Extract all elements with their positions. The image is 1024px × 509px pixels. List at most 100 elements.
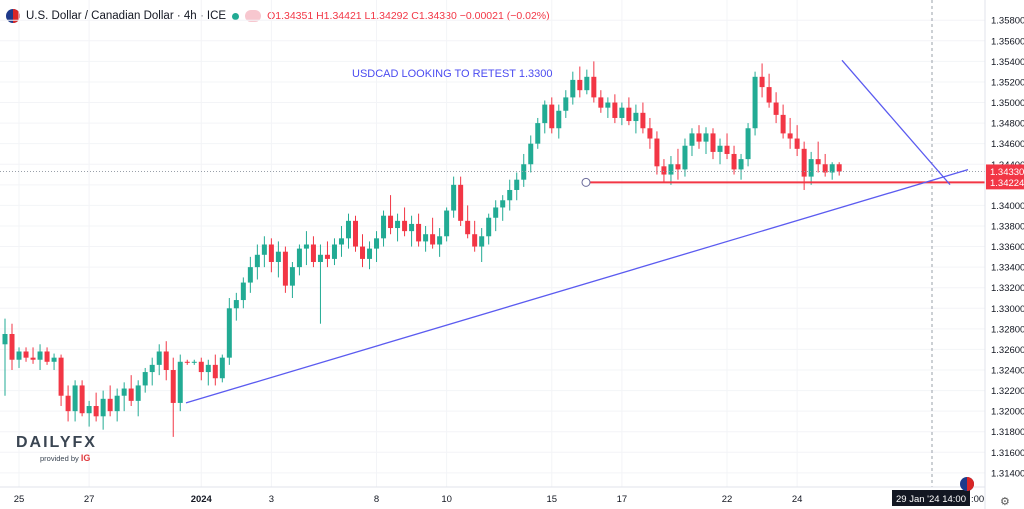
candle-body — [16, 351, 22, 360]
candle-body — [626, 107, 632, 122]
candle-body — [780, 114, 786, 134]
x-tick-label: 25 — [14, 494, 25, 505]
candle-body — [289, 267, 295, 286]
candle-body — [437, 236, 443, 245]
candle-body — [556, 110, 562, 129]
us-flag-icon — [6, 9, 20, 23]
y-tick-label: 1.33400 — [991, 263, 1024, 274]
candle-body — [444, 210, 450, 237]
y-tick-label: 1.31800 — [991, 427, 1024, 438]
candle-body — [423, 234, 429, 242]
x-tick-label: 2024 — [191, 494, 213, 505]
x-tick-label: 22 — [722, 494, 733, 505]
candle-body — [30, 357, 36, 360]
logo-main: DAILYFX — [16, 434, 97, 451]
candle-body — [514, 179, 520, 190]
price-label-box — [986, 164, 1024, 179]
candle-body — [465, 220, 471, 235]
price-label-text: 1.34224 — [990, 178, 1024, 189]
x-tick-label: 17 — [617, 494, 628, 505]
falling-trendline — [841, 59, 951, 186]
candle-body — [836, 164, 842, 172]
symbol-title[interactable]: U.S. Dollar / Canadian Dollar · 4h · ICE — [26, 10, 227, 22]
candle-body — [458, 184, 464, 221]
candle-body — [563, 97, 569, 111]
candle-body — [51, 357, 57, 362]
chart-annotation: USDCAD LOOKING TO RETEST 1.3300 — [352, 68, 553, 80]
candle-body — [710, 133, 716, 152]
candle-body — [9, 334, 15, 360]
candle-body — [163, 351, 169, 371]
candle-body — [212, 364, 218, 379]
candle-body — [731, 153, 737, 170]
candle-body — [191, 361, 197, 363]
candle-body — [689, 133, 695, 146]
x-tick-label: 8 — [374, 494, 379, 505]
candle-body — [815, 159, 821, 165]
candle-body — [584, 76, 590, 91]
candle-body — [86, 406, 92, 414]
toggle-icon[interactable] — [245, 10, 262, 22]
chart-header: U.S. Dollar / Canadian Dollar · 4h · ICE… — [6, 6, 550, 26]
y-tick-label: 1.33800 — [991, 221, 1024, 232]
y-tick-label: 1.32800 — [991, 324, 1024, 335]
candle-body — [247, 267, 253, 283]
candle-body — [752, 76, 758, 129]
candle-body — [619, 107, 625, 118]
candle-body — [149, 364, 155, 373]
candle-body — [177, 361, 183, 403]
candle-body — [647, 128, 653, 139]
candle-body — [233, 300, 239, 309]
market-status-icon — [232, 12, 240, 20]
candle-body — [612, 102, 618, 118]
candle-body — [156, 351, 162, 365]
y-tick-label: 1.32400 — [991, 366, 1024, 377]
candle-body — [142, 372, 148, 386]
candle-body — [353, 220, 358, 247]
y-tick-label: 1.33000 — [991, 304, 1024, 315]
candle-body — [402, 220, 408, 232]
candle-body — [521, 164, 527, 180]
candle-body — [72, 385, 78, 412]
candle-body — [58, 357, 64, 396]
candle-body — [303, 244, 309, 249]
candle-body — [275, 251, 281, 262]
candle-body — [205, 364, 211, 373]
gear-icon[interactable]: ⚙ — [1000, 496, 1010, 508]
candle-body — [801, 148, 807, 177]
candle-body — [724, 145, 730, 154]
candle-body — [542, 104, 548, 124]
x-tick-label: 24 — [792, 494, 803, 505]
y-tick-label: 1.34600 — [991, 139, 1024, 150]
y-tick-label: 1.35600 — [991, 36, 1024, 47]
candle-body — [598, 97, 604, 108]
y-tick-label: 1.32200 — [991, 386, 1024, 397]
candle-body — [338, 238, 344, 245]
candle-body — [570, 79, 576, 98]
candle-body — [345, 220, 351, 239]
y-tick-label: 1.34000 — [991, 201, 1024, 212]
candle-body — [675, 164, 681, 170]
candle-body — [261, 244, 267, 255]
candle-body — [121, 388, 127, 396]
candle-body — [268, 244, 274, 262]
candle-body — [773, 102, 779, 115]
candle-body — [507, 189, 513, 201]
candle-body — [717, 145, 723, 152]
candle-body — [254, 254, 260, 268]
candle-body — [640, 112, 646, 129]
candle-body — [170, 370, 176, 403]
candle-body — [528, 143, 534, 165]
candle-body — [388, 215, 394, 229]
candle-body — [198, 361, 204, 373]
price-axis — [985, 0, 1024, 509]
candle-body — [331, 244, 337, 259]
candle-body — [668, 164, 674, 175]
candle-body — [703, 133, 709, 142]
y-tick-label: 1.32600 — [991, 345, 1024, 356]
price-label-box — [986, 175, 1024, 190]
candle-body — [282, 251, 288, 286]
x-tick-label: 27 — [84, 494, 95, 505]
ohlc-readout: O1.34351 H1.34421 L1.34292 C1.34330 −0.0… — [267, 10, 550, 22]
